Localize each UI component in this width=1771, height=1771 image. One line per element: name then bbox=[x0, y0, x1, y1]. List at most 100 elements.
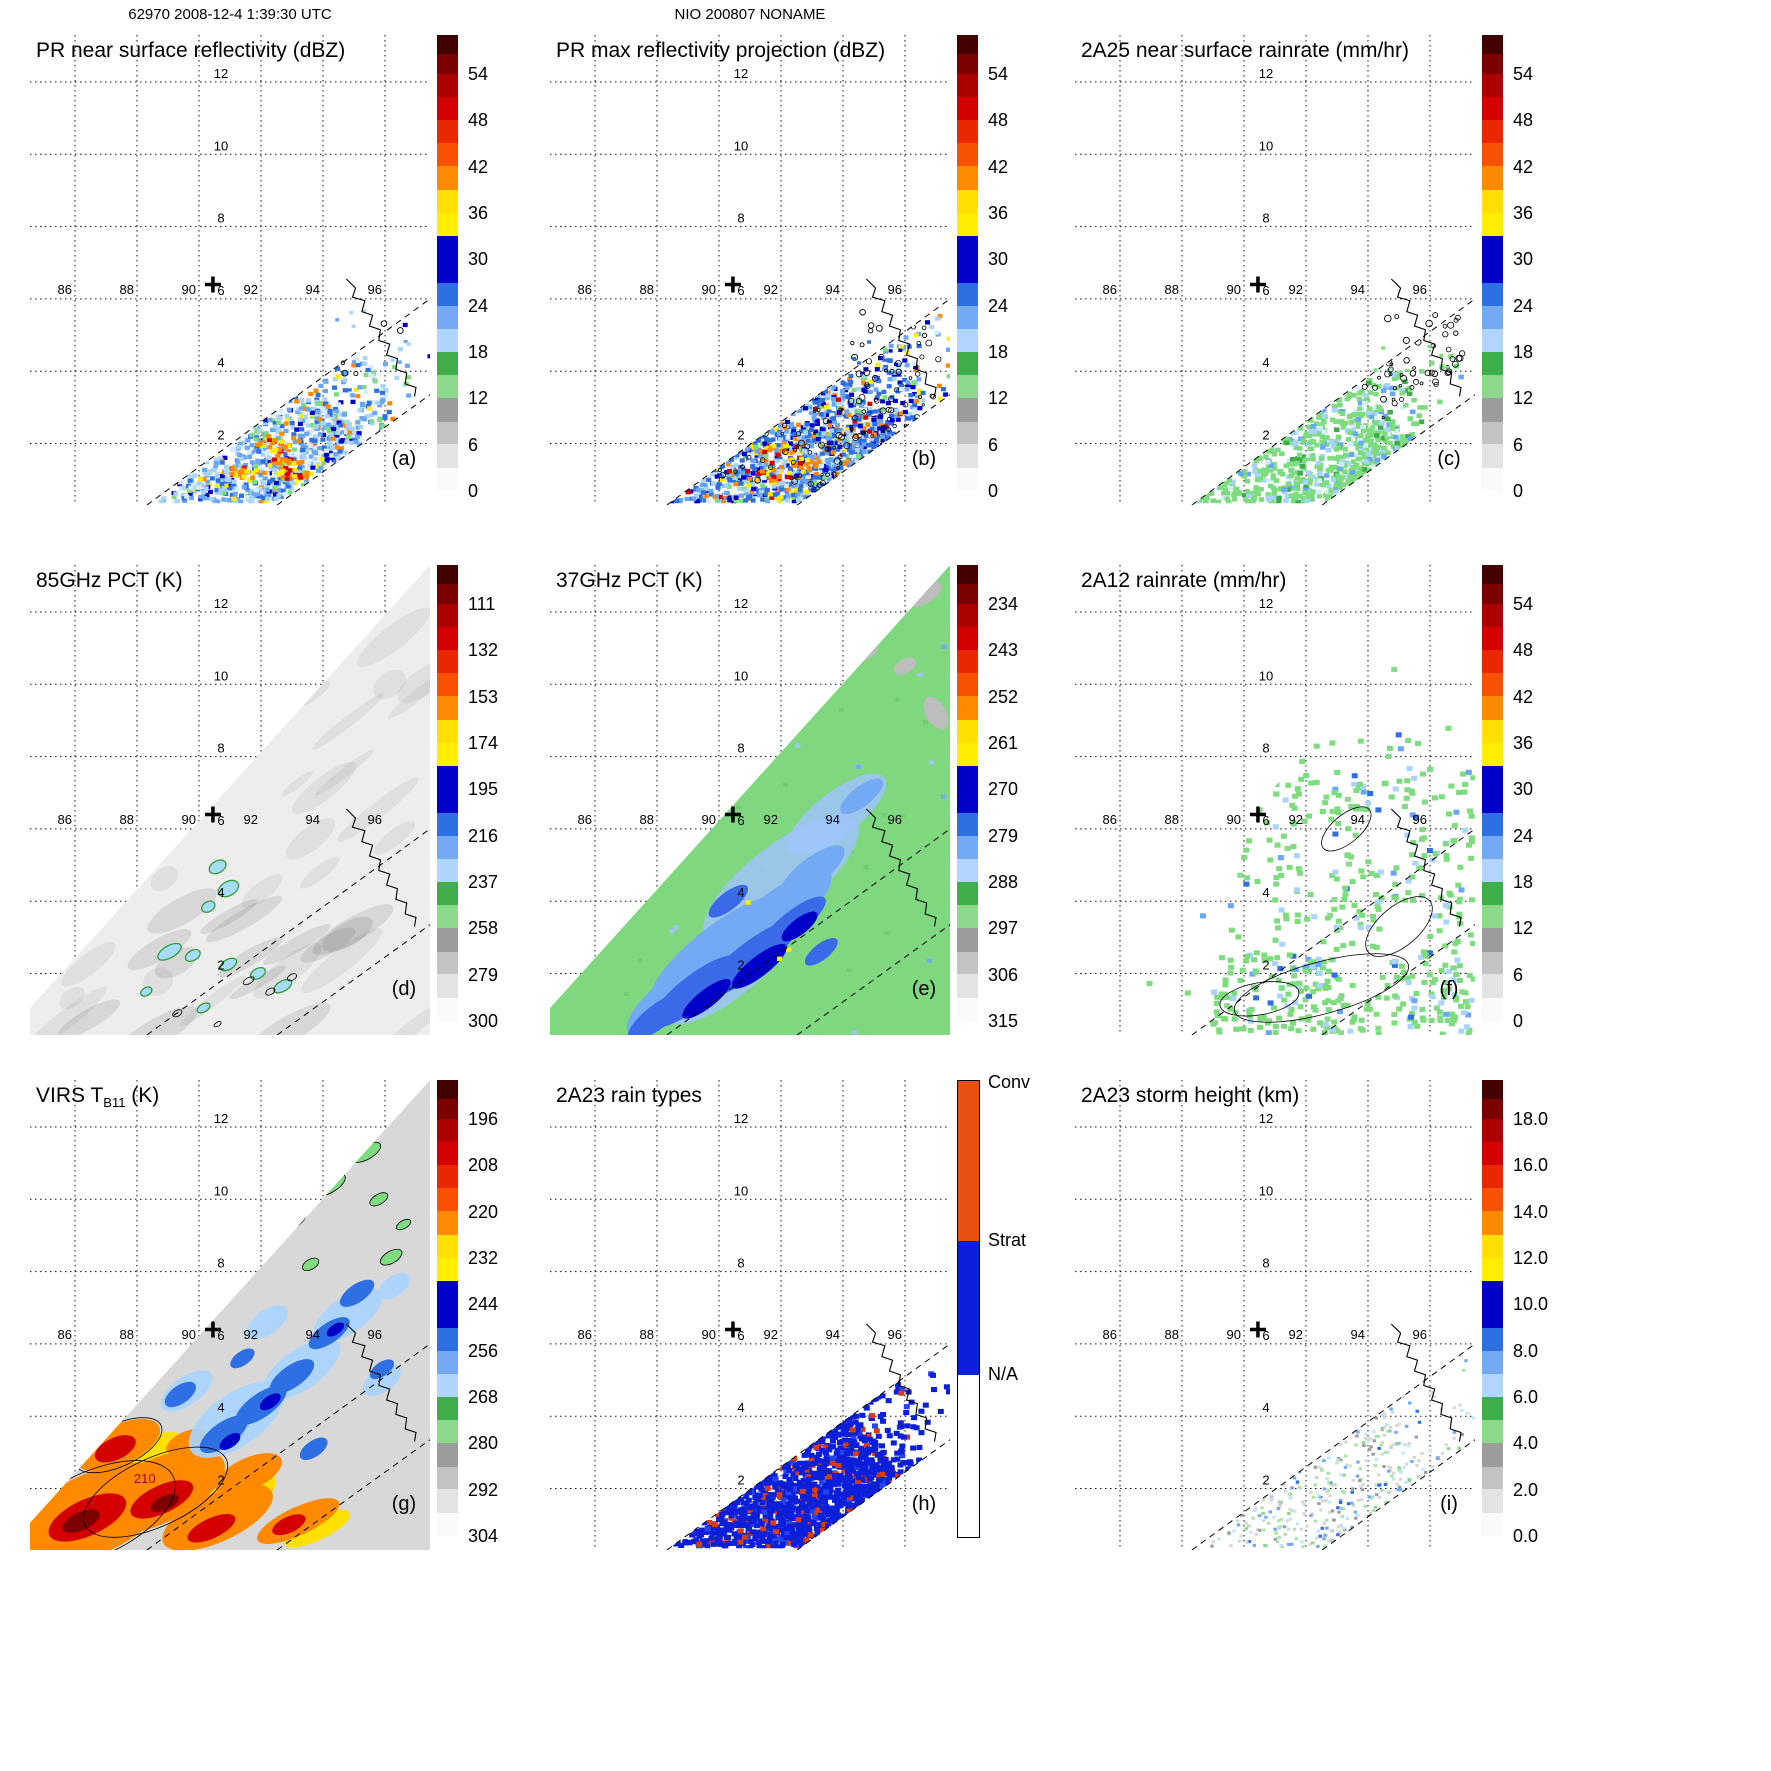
panel-c: 86 88 90 92 94 96 12 10 8 6 4 2 (c) 2A25 near surfac… bbox=[1075, 35, 1595, 515]
lat-tick: 12 bbox=[1259, 596, 1273, 611]
colorbar-segment bbox=[957, 398, 978, 422]
colorbar-segment bbox=[1482, 881, 1503, 906]
colorbar-segment bbox=[437, 236, 458, 283]
lat-tick: 4 bbox=[737, 355, 744, 370]
panel-letter: (c) bbox=[1437, 448, 1460, 470]
colorbar-segment bbox=[957, 97, 978, 121]
colorbar-segment bbox=[437, 1327, 458, 1351]
colorbar-segment bbox=[957, 766, 978, 813]
lat-tick: 4 bbox=[1262, 885, 1269, 900]
colorbar-segment bbox=[957, 928, 978, 952]
lon-tick: 88 bbox=[640, 1327, 654, 1342]
lon-tick: 94 bbox=[306, 1327, 320, 1342]
lat-tick: 8 bbox=[737, 741, 744, 756]
colorbar-segment bbox=[1482, 1396, 1503, 1421]
lon-tick: 86 bbox=[578, 282, 592, 297]
colorbar-segment bbox=[1482, 719, 1503, 743]
panel-a: 86 88 90 92 94 96 12 10 8 6 4 2 (a) PR near surface … bbox=[30, 35, 550, 515]
lat-tick: 8 bbox=[1262, 741, 1269, 756]
colorbar-segment bbox=[958, 1240, 979, 1376]
lon-tick: 88 bbox=[120, 812, 134, 827]
colorbar-tick: 24 bbox=[468, 295, 489, 316]
colorbar-segment bbox=[437, 928, 458, 952]
lon-tick: 88 bbox=[120, 1327, 134, 1342]
lat-tick: 4 bbox=[1262, 355, 1269, 370]
colorbar-tick: 174 bbox=[468, 732, 499, 753]
lat-tick: 6 bbox=[737, 283, 744, 298]
colorbar-tick: 18.0 bbox=[1513, 1108, 1549, 1129]
coastline bbox=[1390, 808, 1462, 927]
lat-tick: 10 bbox=[734, 668, 748, 683]
lat-tick: 6 bbox=[1262, 283, 1269, 298]
colorbar-tick: 232 bbox=[468, 1247, 499, 1268]
colorbar-segment bbox=[437, 1234, 458, 1258]
panel-letter: (g) bbox=[392, 1493, 416, 1515]
colorbar-segment bbox=[957, 305, 978, 330]
colorbar-tick: 30 bbox=[1513, 249, 1534, 270]
colorbar-segment bbox=[957, 467, 978, 492]
lat-tick: 12 bbox=[734, 66, 748, 81]
colorbar-segment bbox=[437, 1396, 458, 1421]
colorbar-segment bbox=[1482, 627, 1503, 651]
swath-edge bbox=[146, 828, 430, 1035]
colorbar-segment bbox=[1482, 997, 1503, 1022]
colorbar-segment bbox=[957, 375, 978, 399]
colorbar-segment bbox=[1482, 859, 1503, 882]
colorbar-segment bbox=[1482, 1350, 1503, 1375]
panel-e: 86 88 90 92 94 96 12 10 8 6 4 2 (e) 37GHz PCT (K) 23… bbox=[550, 565, 1070, 1045]
lon-tick: 88 bbox=[120, 282, 134, 297]
lat-tick: 2 bbox=[737, 1473, 744, 1488]
data-field-extra bbox=[1373, 312, 1459, 378]
colorbar-tick: 279 bbox=[988, 825, 1019, 846]
colorbar-tick: 12 bbox=[468, 388, 489, 409]
lat-tick: 6 bbox=[1262, 813, 1269, 828]
lon-tick: 94 bbox=[826, 812, 840, 827]
colorbar-tick: 6 bbox=[988, 434, 999, 455]
data-field: 2 10 bbox=[30, 1080, 430, 1550]
colorbar-tick: 252 bbox=[988, 686, 1019, 707]
colorbar-segment bbox=[957, 212, 978, 237]
panel-i-title: 2A23 storm height (km) bbox=[1081, 1084, 1300, 1107]
data-field bbox=[1146, 666, 1475, 1035]
lon-tick: 92 bbox=[244, 282, 258, 297]
colorbar-tick: 297 bbox=[988, 918, 1019, 939]
lon-tick: 86 bbox=[58, 1327, 72, 1342]
lon-tick: 90 bbox=[182, 1327, 196, 1342]
colorbar-tick: 12 bbox=[1513, 388, 1534, 409]
colorbar-segment bbox=[437, 1188, 458, 1212]
lon-tick: 96 bbox=[368, 1327, 382, 1342]
colorbar-tick: 42 bbox=[1513, 156, 1534, 177]
colorbar-tick: 12 bbox=[1513, 918, 1534, 939]
colorbar-segment bbox=[1482, 166, 1503, 190]
coastline bbox=[865, 278, 937, 397]
colorbar-i: 18.0 16.0 14.0 12.0 10.0 8.0 6.0 4.0 2.0 0.0 bbox=[1482, 1080, 1592, 1550]
colorbar-tick: 54 bbox=[988, 63, 1009, 84]
colorbar-segment bbox=[957, 881, 978, 906]
lat-tick: 12 bbox=[734, 596, 748, 611]
colorbar-tick: 48 bbox=[1513, 640, 1534, 661]
panel-letter: (b) bbox=[912, 448, 936, 470]
lat-tick: 10 bbox=[214, 668, 228, 683]
lat-tick: 8 bbox=[217, 741, 224, 756]
lat-tick: 12 bbox=[214, 1111, 228, 1126]
lat-tick: 2 bbox=[1262, 1473, 1269, 1488]
lon-tick: 86 bbox=[58, 812, 72, 827]
lat-tick: 10 bbox=[1259, 138, 1273, 153]
lat-tick: 4 bbox=[737, 885, 744, 900]
lat-tick: 4 bbox=[217, 1400, 224, 1415]
colorbar-tick: 258 bbox=[468, 918, 499, 939]
colorbar-segment bbox=[437, 859, 458, 882]
data-field bbox=[672, 1371, 950, 1549]
colorbar-segment bbox=[1482, 1420, 1503, 1444]
colorbar-segment bbox=[957, 696, 978, 720]
lat-tick: 2 bbox=[217, 958, 224, 973]
lat-tick: 6 bbox=[737, 813, 744, 828]
colorbar-segment bbox=[437, 951, 458, 975]
colorbar-segment bbox=[1482, 951, 1503, 975]
lon-tick: 96 bbox=[368, 812, 382, 827]
colorbar-segment bbox=[1482, 1099, 1503, 1119]
colorbar-segment bbox=[1482, 1489, 1503, 1513]
